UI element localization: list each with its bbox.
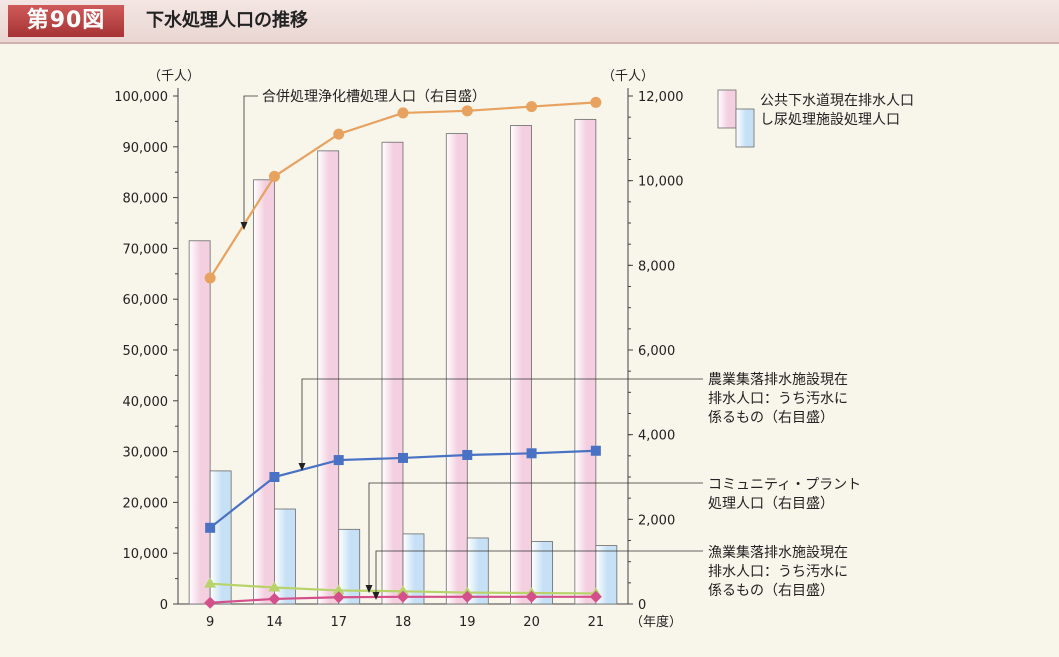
bar-night-soil	[466, 537, 489, 605]
annotation-gyogyo: 漁業集落排水施設現在	[708, 544, 848, 561]
legend-label-night-soil: し尿処理施設処理人口	[760, 112, 900, 128]
series-point	[204, 596, 217, 609]
right-tick-label: 10,000	[638, 175, 684, 190]
annotation-community: コミュニティ・プラント	[708, 477, 861, 493]
left-tick-label: 70,000	[123, 242, 169, 257]
annotation-gyogyo: 係るもの（右目盛）	[708, 583, 834, 599]
figure-number-badge: 第90図	[8, 5, 124, 37]
annotation-leader	[243, 95, 258, 222]
annotation-leader	[368, 482, 703, 585]
left-tick-label: 60,000	[123, 293, 169, 308]
left-tick-label: 80,000	[123, 192, 169, 207]
annotation-nogyo: 農業集落排水施設現在	[708, 371, 848, 388]
right-tick-label: 0	[638, 598, 646, 613]
left-tick-label: 20,000	[123, 496, 169, 511]
annotation-arrowhead	[365, 585, 373, 593]
series-point	[205, 522, 216, 533]
annotation-arrowhead	[240, 222, 248, 230]
annotation-arrowhead	[298, 463, 306, 471]
right-tick-label: 8,000	[638, 259, 675, 274]
legend-label-sewer: 公共下水道現在排水人口	[760, 93, 914, 109]
series-point	[590, 445, 601, 456]
x-tick-label: 20	[523, 615, 540, 630]
figure-title: 下水処理人口の推移	[146, 10, 308, 31]
bar-night-soil	[338, 528, 361, 605]
series-point	[397, 107, 409, 119]
annotation-community: 処理人口（右目盛）	[708, 496, 834, 512]
x-axis-label: （年度）	[630, 614, 682, 630]
right-tick-label: 2,000	[638, 513, 675, 528]
legend-swatch-night-soil	[735, 108, 755, 148]
right-tick-label: 4,000	[638, 429, 675, 444]
series-point	[462, 449, 473, 460]
legend-swatch-sewer	[717, 89, 737, 129]
bar-night-soil	[274, 508, 296, 605]
series-point	[525, 590, 538, 603]
annotations-group: 合併処理浄化槽処理人口（右目盛） 農業集落排水施設現在排水人口：うち汚水に係るもの…	[240, 89, 861, 600]
bar-sewer	[317, 150, 340, 605]
x-tick-label: 18	[395, 615, 412, 630]
annotation-gappei: 合併処理浄化槽処理人口（右目盛）	[262, 89, 486, 105]
x-tick-label: 9	[206, 615, 214, 630]
left-tick-label: 100,000	[114, 90, 168, 105]
bar-sewer	[188, 240, 211, 605]
series-point	[461, 105, 473, 117]
series-point	[269, 472, 280, 482]
series-point	[526, 448, 537, 459]
annotation-leader	[301, 378, 703, 463]
series-point	[526, 101, 538, 113]
left-tick-label: 40,000	[123, 395, 169, 410]
series-point	[461, 590, 474, 603]
bar-night-soil	[209, 470, 232, 605]
annotation-gyogyo: 排水人口：うち汚水に	[708, 564, 848, 580]
series-point	[589, 590, 602, 603]
left-tick-label: 90,000	[123, 141, 169, 156]
left-tick-label: 30,000	[123, 446, 169, 461]
bar-sewer	[381, 141, 404, 605]
bar-night-soil	[402, 533, 425, 605]
right-axis-label: （千人）	[602, 69, 654, 84]
left-tick-label: 0	[160, 598, 168, 613]
bars-group	[188, 118, 618, 605]
annotation-nogyo: 係るもの（右目盛）	[708, 410, 834, 426]
bar-night-soil	[531, 541, 553, 605]
series-point	[268, 170, 280, 182]
bar-sewer	[574, 118, 597, 605]
right-tick-label: 12,000	[638, 90, 684, 105]
annotation-arrowhead	[372, 592, 380, 600]
left-tick-label: 50,000	[123, 344, 169, 359]
left-axis-label: （千人）	[148, 69, 200, 84]
bar-sewer	[510, 125, 532, 605]
bar-sewer	[445, 133, 468, 605]
x-tick-label: 17	[330, 615, 347, 630]
series-point	[333, 128, 345, 140]
left-tick-label: 10,000	[123, 547, 169, 562]
x-tick-label: 14	[266, 615, 283, 630]
series-point	[590, 96, 602, 108]
annotation-leader	[375, 550, 703, 592]
lines-group	[204, 96, 602, 609]
series-point	[398, 452, 408, 463]
bar-sewer	[253, 179, 275, 605]
x-tick-label: 19	[459, 615, 476, 630]
series-point	[332, 584, 345, 595]
series-point	[268, 592, 281, 605]
series-point	[397, 590, 409, 603]
x-tick-label: 21	[588, 615, 605, 630]
bar-night-soil	[595, 545, 618, 605]
series-point	[268, 581, 281, 592]
annotation-nogyo: 排水人口：うち汚水に	[708, 391, 848, 407]
series-point	[332, 591, 345, 604]
series-point	[397, 585, 409, 596]
right-tick-label: 6,000	[638, 344, 675, 359]
series-point	[204, 272, 216, 284]
series-point	[204, 577, 217, 588]
figure-header: 第90図 下水処理人口の推移	[0, 0, 1059, 44]
series-point	[333, 455, 344, 466]
